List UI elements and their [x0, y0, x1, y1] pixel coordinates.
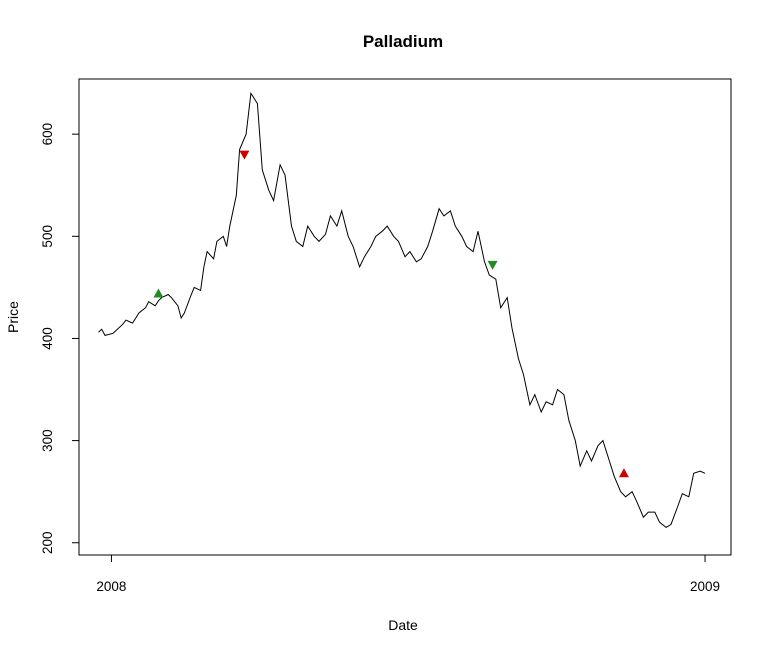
y-tick-label: 500 [40, 225, 55, 248]
y-axis-label: Price [5, 301, 21, 333]
y-tick-label: 600 [40, 123, 55, 146]
y-tick-label: 300 [40, 429, 55, 452]
chart-title: Palladium [363, 32, 443, 51]
x-axis: 2008 2009 [96, 554, 720, 594]
y-tick-label: 400 [40, 327, 55, 350]
series-line-0 [98, 91, 706, 529]
y-axis: 200 300 400 500 600 [40, 123, 80, 554]
y-tick-label: 200 [40, 531, 55, 554]
marker-layer [153, 150, 629, 478]
signal-marker-up [618, 468, 629, 478]
plot-frame [78, 78, 732, 556]
series-layer [98, 91, 706, 529]
x-tick-label: 2009 [690, 579, 720, 594]
signal-marker-down [239, 150, 250, 160]
signal-marker-up [153, 288, 164, 298]
x-tick-label: 2008 [96, 579, 126, 594]
signal-marker-down [487, 260, 498, 270]
x-axis-label: Date [388, 617, 418, 633]
